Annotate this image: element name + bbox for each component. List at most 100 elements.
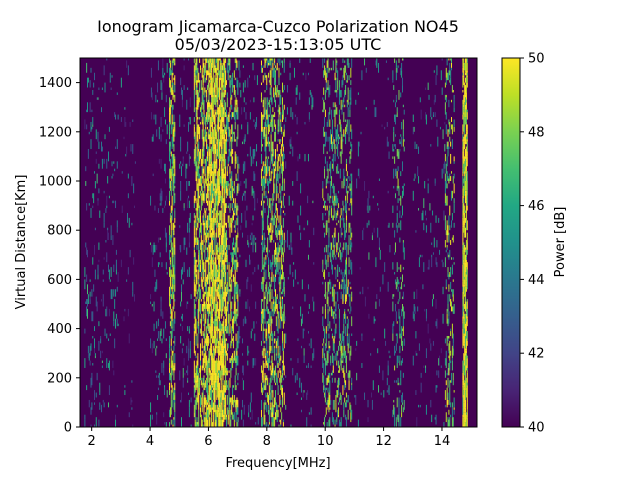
heatmap-cell xyxy=(418,208,420,211)
heatmap-cell xyxy=(209,200,211,209)
heatmap-cell xyxy=(345,399,347,403)
heatmap-cell xyxy=(232,358,234,361)
heatmap-cell xyxy=(236,185,238,196)
heatmap-cell xyxy=(278,104,280,115)
heatmap-cell xyxy=(417,306,419,312)
heatmap-cell xyxy=(180,399,182,403)
heatmap-cell xyxy=(237,124,239,132)
heatmap-cell xyxy=(199,372,201,381)
heatmap-cell xyxy=(272,215,274,218)
heatmap-cell xyxy=(174,254,176,265)
heatmap-cell xyxy=(225,380,227,386)
heatmap-cell xyxy=(374,318,376,322)
heatmap-cell xyxy=(392,205,394,213)
heatmap-cell xyxy=(444,404,446,408)
heatmap-cell xyxy=(260,269,262,273)
heatmap-cell xyxy=(209,171,211,179)
heatmap-cell xyxy=(212,259,214,263)
heatmap-cell xyxy=(215,94,217,98)
heatmap-cell xyxy=(347,87,349,95)
heatmap-cell xyxy=(280,190,282,196)
heatmap-cell xyxy=(219,124,221,135)
heatmap-cell xyxy=(113,264,115,273)
heatmap-cell xyxy=(261,126,263,132)
heatmap-cell xyxy=(343,205,345,211)
heatmap-cell xyxy=(444,257,446,268)
heatmap-cell xyxy=(237,131,239,140)
heatmap-cell xyxy=(207,409,209,418)
heatmap-cell xyxy=(449,173,451,177)
heatmap-cell xyxy=(403,284,405,287)
heatmap-cell xyxy=(95,151,97,154)
heatmap-cell xyxy=(279,183,281,186)
heatmap-cell xyxy=(339,129,341,132)
heatmap-cell xyxy=(285,333,287,344)
heatmap-cell xyxy=(102,301,104,307)
heatmap-cell xyxy=(206,188,208,199)
heatmap-cell xyxy=(451,417,453,427)
heatmap-cell xyxy=(385,340,387,346)
heatmap-cell xyxy=(237,338,239,349)
heatmap-cell xyxy=(357,141,359,147)
heatmap-cell xyxy=(262,178,264,186)
heatmap-cell xyxy=(265,402,267,405)
heatmap-cell xyxy=(224,92,226,98)
heatmap-cell xyxy=(222,321,224,324)
heatmap-cell xyxy=(197,89,199,100)
heatmap-cell xyxy=(166,390,168,398)
heatmap-cell xyxy=(170,409,172,415)
heatmap-cell xyxy=(326,87,328,90)
heatmap-cell xyxy=(206,109,208,118)
heatmap-cell xyxy=(402,129,404,137)
heatmap-cell xyxy=(297,338,299,341)
heatmap-cell xyxy=(159,252,161,258)
heatmap-cell xyxy=(218,407,220,413)
heatmap-cell xyxy=(271,318,273,324)
heatmap-cell xyxy=(97,97,99,100)
heatmap-cell xyxy=(193,107,195,113)
heatmap-cell xyxy=(165,353,167,359)
heatmap-cell xyxy=(210,326,212,336)
heatmap-cell xyxy=(344,372,346,383)
heatmap-cell xyxy=(395,380,397,383)
heatmap-cell xyxy=(227,301,229,304)
heatmap-cell xyxy=(218,316,220,322)
heatmap-cell xyxy=(347,58,349,66)
heatmap-cell xyxy=(211,276,213,280)
heatmap-cell xyxy=(351,190,353,196)
heatmap-cell xyxy=(230,409,232,418)
heatmap-cell xyxy=(245,178,247,189)
heatmap-cell xyxy=(206,166,208,174)
heatmap-cell xyxy=(218,340,220,346)
heatmap-cell xyxy=(206,131,208,135)
heatmap-cell xyxy=(194,419,196,427)
heatmap-cell xyxy=(202,294,204,300)
heatmap-cell xyxy=(293,67,295,78)
heatmap-cell xyxy=(280,269,282,277)
heatmap-cell xyxy=(327,168,329,179)
heatmap-cell xyxy=(336,422,338,425)
heatmap-cell xyxy=(224,348,226,356)
heatmap-cell xyxy=(169,158,171,169)
heatmap-cell xyxy=(208,163,210,174)
heatmap-cell xyxy=(232,112,234,118)
heatmap-cell xyxy=(286,240,288,248)
heatmap-cell xyxy=(171,70,173,73)
heatmap-cell xyxy=(281,200,283,209)
heatmap-cell xyxy=(335,129,337,135)
heatmap-cell xyxy=(161,262,163,268)
heatmap-cell xyxy=(179,225,181,228)
heatmap-cell xyxy=(271,58,273,61)
heatmap-cell xyxy=(221,212,223,218)
heatmap-cell xyxy=(326,377,328,386)
heatmap-cell xyxy=(204,188,206,191)
heatmap-cell xyxy=(326,60,328,68)
heatmap-cell xyxy=(179,124,181,127)
heatmap-cell xyxy=(276,161,278,172)
heatmap-cell xyxy=(349,151,351,154)
heatmap-cell xyxy=(174,225,176,228)
heatmap-cell xyxy=(169,407,171,418)
heatmap-cell xyxy=(198,149,200,152)
heatmap-cell xyxy=(263,363,265,368)
heatmap-cell xyxy=(447,335,449,339)
